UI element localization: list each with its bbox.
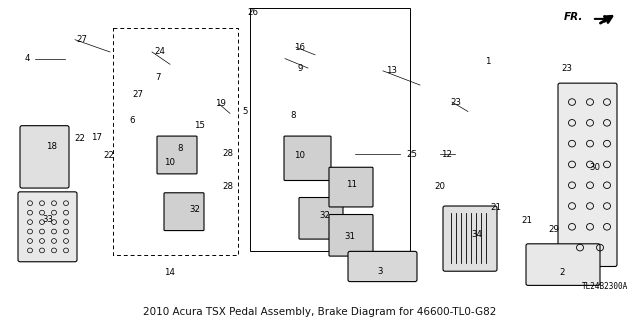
- Text: 23: 23: [451, 98, 461, 107]
- FancyBboxPatch shape: [299, 197, 343, 239]
- Text: 33: 33: [42, 215, 54, 224]
- Text: 28: 28: [223, 182, 234, 191]
- Text: 11: 11: [346, 180, 358, 189]
- Text: 26: 26: [248, 8, 259, 17]
- FancyBboxPatch shape: [164, 193, 204, 231]
- Text: 6: 6: [129, 116, 135, 125]
- Text: 16: 16: [294, 43, 305, 52]
- Text: 27: 27: [132, 90, 143, 99]
- Text: 13: 13: [387, 66, 397, 75]
- Bar: [250, 8, 410, 251]
- FancyBboxPatch shape: [157, 136, 197, 174]
- Text: 10: 10: [164, 158, 175, 167]
- Text: 32: 32: [189, 205, 200, 214]
- Text: 2: 2: [559, 268, 564, 277]
- Text: 31: 31: [344, 232, 355, 241]
- FancyBboxPatch shape: [443, 206, 497, 271]
- Text: 21: 21: [490, 204, 502, 212]
- Text: 18: 18: [47, 142, 58, 151]
- Text: 22: 22: [104, 152, 115, 160]
- Text: FR.: FR.: [564, 12, 583, 22]
- Bar: [113, 28, 238, 255]
- Text: 15: 15: [195, 121, 205, 130]
- Text: 2010 Acura TSX Pedal Assembly, Brake Diagram for 46600-TL0-G82: 2010 Acura TSX Pedal Assembly, Brake Dia…: [143, 308, 497, 317]
- Text: 28: 28: [223, 149, 234, 158]
- Text: 10: 10: [294, 152, 305, 160]
- FancyBboxPatch shape: [329, 167, 373, 207]
- FancyBboxPatch shape: [284, 136, 331, 181]
- Text: 8: 8: [177, 144, 183, 153]
- Text: 32: 32: [319, 211, 330, 220]
- Text: 22: 22: [74, 134, 86, 144]
- FancyBboxPatch shape: [20, 126, 69, 188]
- Text: 8: 8: [291, 111, 296, 120]
- Text: 14: 14: [164, 268, 175, 277]
- Text: 21: 21: [522, 216, 532, 225]
- FancyBboxPatch shape: [18, 192, 77, 262]
- Text: 27: 27: [77, 35, 88, 44]
- Text: 1: 1: [485, 57, 491, 66]
- FancyBboxPatch shape: [329, 214, 373, 256]
- Text: TL24B2300A: TL24B2300A: [582, 282, 628, 291]
- Text: 23: 23: [561, 63, 573, 72]
- Text: 3: 3: [377, 267, 383, 276]
- Text: 20: 20: [435, 182, 445, 191]
- Text: 19: 19: [214, 100, 225, 108]
- Text: 12: 12: [442, 150, 452, 159]
- Text: 30: 30: [589, 163, 600, 172]
- Text: 24: 24: [154, 48, 166, 56]
- Text: 5: 5: [243, 107, 248, 116]
- FancyBboxPatch shape: [558, 83, 617, 266]
- Text: 34: 34: [472, 230, 483, 239]
- Text: 4: 4: [24, 54, 29, 63]
- Text: 17: 17: [92, 132, 102, 142]
- Text: 29: 29: [548, 225, 559, 234]
- FancyBboxPatch shape: [526, 244, 600, 286]
- Text: 9: 9: [298, 63, 303, 72]
- FancyBboxPatch shape: [348, 251, 417, 282]
- Text: 25: 25: [406, 150, 417, 159]
- Text: 7: 7: [156, 73, 161, 82]
